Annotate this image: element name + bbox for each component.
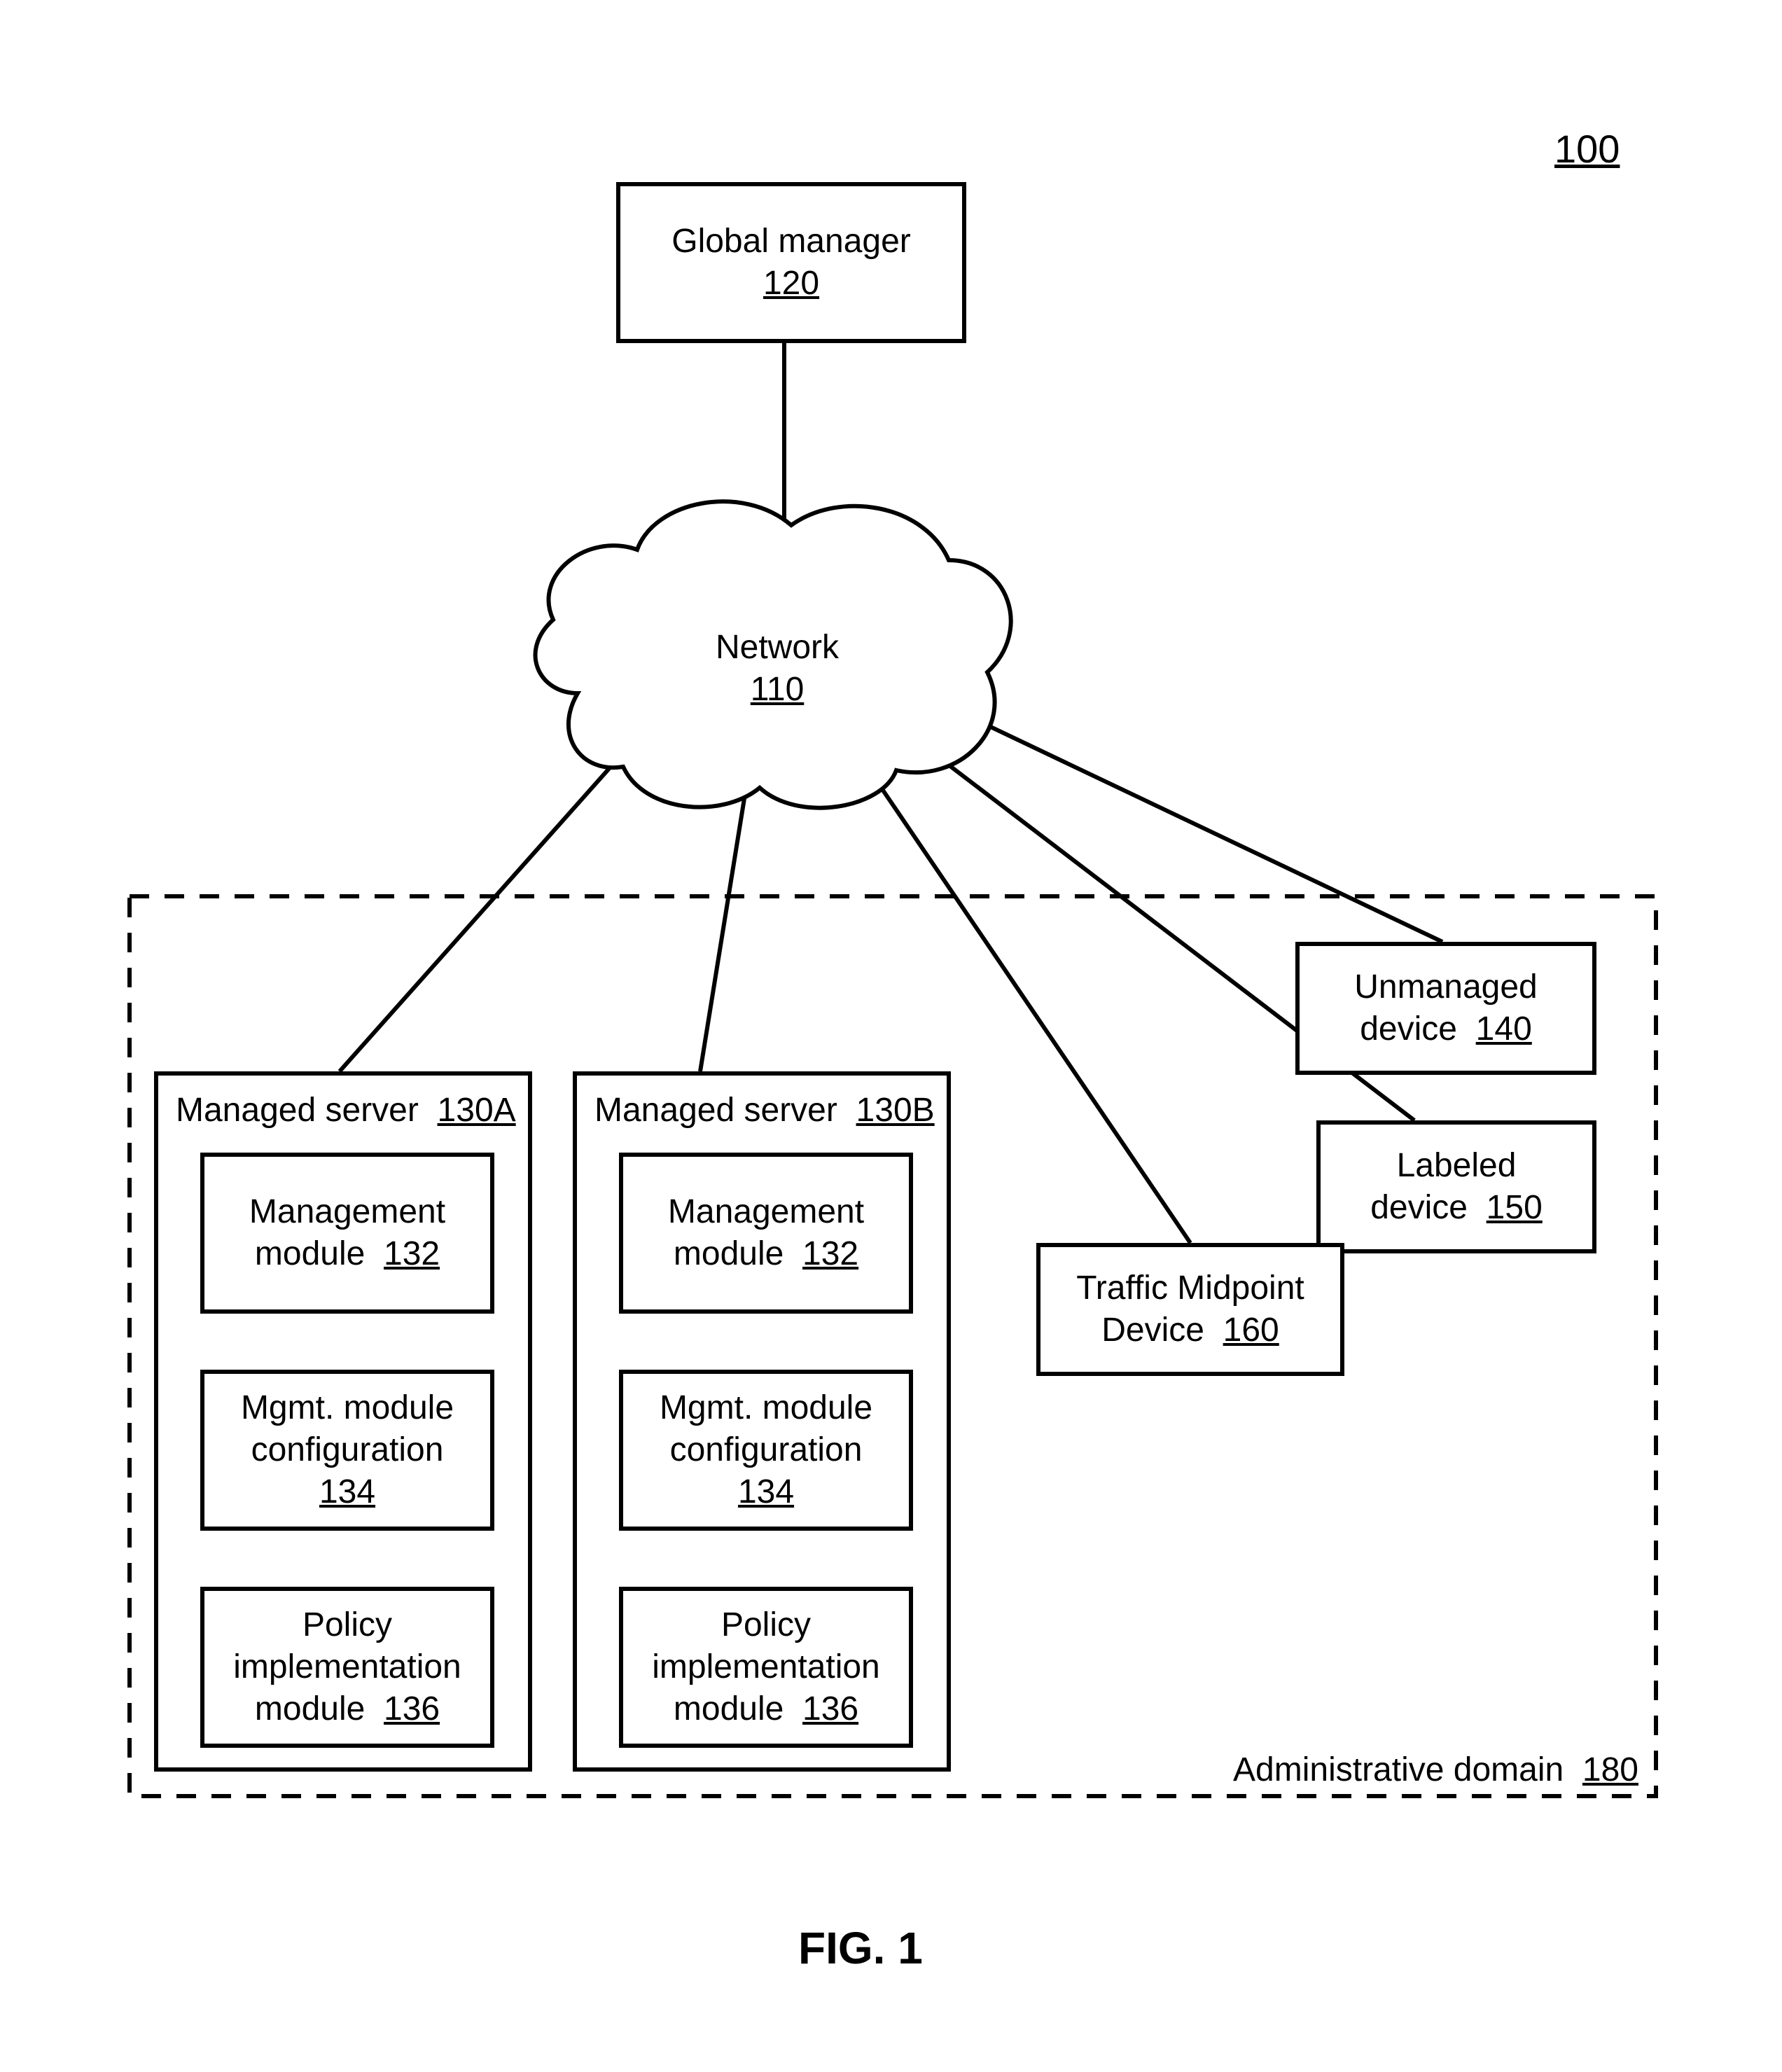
server-b-mod1-l1: Management bbox=[668, 1191, 864, 1233]
server-a-mod3-l1: Policy bbox=[302, 1604, 392, 1646]
server-a-title: Managed server 130A bbox=[176, 1090, 516, 1132]
midpoint-ref: 160 bbox=[1223, 1312, 1279, 1349]
server-a-mod1-l1: Management bbox=[249, 1191, 445, 1233]
admin-domain-label: Administrative domain 180 bbox=[1204, 1751, 1638, 1789]
server-b-mod1-l2: module bbox=[674, 1235, 784, 1272]
server-a-mod2-l1: Mgmt. module bbox=[241, 1387, 454, 1429]
server-b-mod2-ref: 134 bbox=[738, 1471, 794, 1513]
server-b-mod3-l3: module bbox=[674, 1690, 784, 1727]
network-label-text: Network bbox=[716, 629, 839, 666]
midpoint-device-box: Traffic Midpoint Device 160 bbox=[1036, 1243, 1344, 1376]
global-manager-label: Global manager bbox=[671, 221, 911, 263]
server-a-mod3-ref: 136 bbox=[384, 1690, 440, 1727]
midpoint-l2: Device bbox=[1101, 1312, 1204, 1349]
server-b-mod3-l2: implementation bbox=[652, 1646, 880, 1688]
server-a-mod2-ref: 134 bbox=[319, 1471, 375, 1513]
server-a-ref: 130A bbox=[438, 1092, 516, 1129]
labeled-l1: Labeled bbox=[1397, 1145, 1517, 1187]
managed-server-a: Managed server 130A Management module 13… bbox=[154, 1071, 532, 1772]
server-a-mod1-l2: module bbox=[255, 1235, 365, 1272]
diagram-root: 100 Network 110 Global manager 120 Manag… bbox=[0, 0, 1782, 2072]
figure-caption-text: FIG. 1 bbox=[798, 1923, 923, 1973]
server-b-mod3-ref: 136 bbox=[802, 1690, 858, 1727]
server-a-module-1: Management module 132 bbox=[200, 1153, 494, 1314]
unmanaged-l1: Unmanaged bbox=[1354, 966, 1538, 1008]
server-a-module-3: Policy implementation module 136 bbox=[200, 1587, 494, 1748]
server-b-title: Managed server 130B bbox=[594, 1090, 935, 1132]
global-manager-box: Global manager 120 bbox=[616, 182, 966, 343]
server-b-module-1: Management module 132 bbox=[619, 1153, 913, 1314]
server-a-mod3-l2: implementation bbox=[233, 1646, 461, 1688]
server-b-mod2-l2: configuration bbox=[670, 1429, 863, 1471]
server-b-module-2: Mgmt. module configuration 134 bbox=[619, 1370, 913, 1531]
global-manager-ref: 120 bbox=[763, 263, 819, 305]
figure-caption: FIG. 1 bbox=[798, 1922, 923, 1974]
server-b-mod1-ref: 132 bbox=[802, 1235, 858, 1272]
server-b-mod2-l1: Mgmt. module bbox=[660, 1387, 872, 1429]
server-a-mod1-ref: 132 bbox=[384, 1235, 440, 1272]
unmanaged-ref: 140 bbox=[1476, 1010, 1532, 1048]
labeled-l2: device bbox=[1370, 1189, 1468, 1226]
labeled-device-box: Labeled device 150 bbox=[1316, 1120, 1596, 1253]
server-b-module-3: Policy implementation module 136 bbox=[619, 1587, 913, 1748]
unmanaged-l2: device bbox=[1360, 1010, 1457, 1048]
server-a-mod3-l3: module bbox=[255, 1690, 365, 1727]
server-b-title-prefix: Managed server bbox=[594, 1092, 837, 1129]
network-cloud-label: Network 110 bbox=[707, 627, 847, 711]
managed-server-b: Managed server 130B Management module 13… bbox=[573, 1071, 951, 1772]
midpoint-l1: Traffic Midpoint bbox=[1076, 1267, 1304, 1309]
server-a-title-prefix: Managed server bbox=[176, 1092, 419, 1129]
server-a-module-2: Mgmt. module configuration 134 bbox=[200, 1370, 494, 1531]
network-ref: 110 bbox=[751, 671, 805, 708]
server-b-mod3-l1: Policy bbox=[721, 1604, 811, 1646]
unmanaged-device-box: Unmanaged device 140 bbox=[1295, 942, 1596, 1075]
admin-domain-ref: 180 bbox=[1582, 1751, 1638, 1788]
admin-domain-text: Administrative domain bbox=[1233, 1751, 1564, 1788]
server-a-mod2-l2: configuration bbox=[251, 1429, 444, 1471]
labeled-ref: 150 bbox=[1487, 1189, 1543, 1226]
server-b-ref: 130B bbox=[856, 1092, 935, 1129]
